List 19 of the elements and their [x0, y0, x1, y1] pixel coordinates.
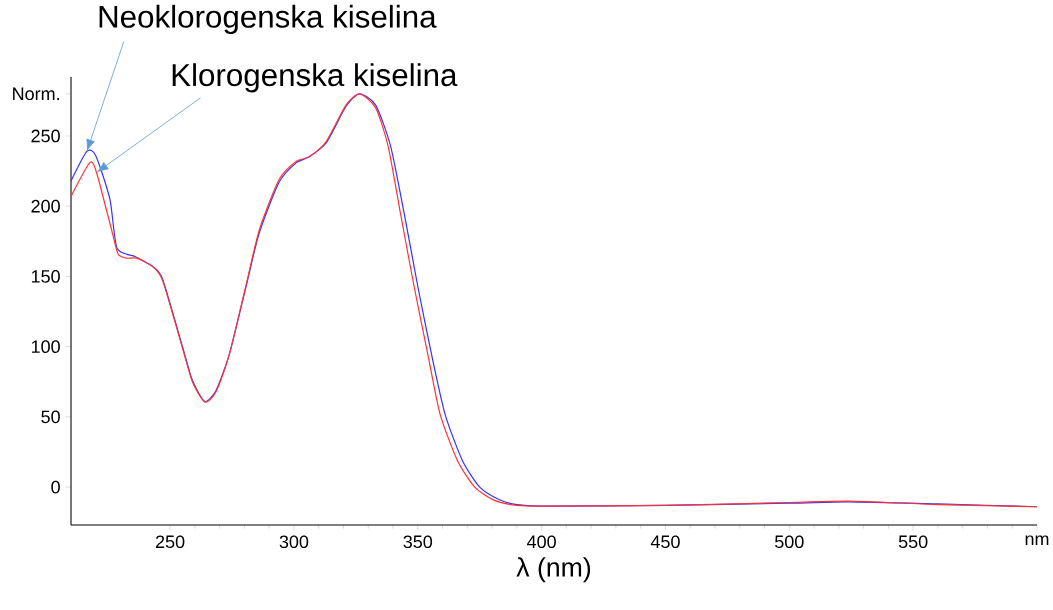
x-tick-label: 250	[155, 535, 185, 549]
y-tick-label: 0	[51, 480, 60, 494]
text: Neoklorogenska kiselina	[99, 4, 437, 35]
y-tick-label: 250	[31, 129, 60, 143]
y-tick-label: 200	[31, 199, 60, 213]
x-tick-label: nm	[1025, 535, 1049, 546]
y-tick-label: 50	[41, 410, 60, 424]
y-tick-label: Norm.	[13, 87, 59, 101]
x-tick-label: 550	[898, 535, 928, 549]
x-axis-title: λ (nm)	[516, 557, 591, 583]
x-tick-label: 350	[403, 535, 433, 549]
x-tick-label: 300	[279, 535, 309, 549]
annotation: Klorogenska kiselina	[172, 63, 458, 93]
x-tick-label: 400	[527, 535, 556, 549]
line-series	[70, 93, 1038, 508]
x-tick-label: 500	[775, 535, 804, 549]
y-tick-label: 150	[31, 270, 60, 283]
x-tick-label: 450	[650, 535, 680, 549]
y-tick-label: 100	[31, 340, 60, 353]
